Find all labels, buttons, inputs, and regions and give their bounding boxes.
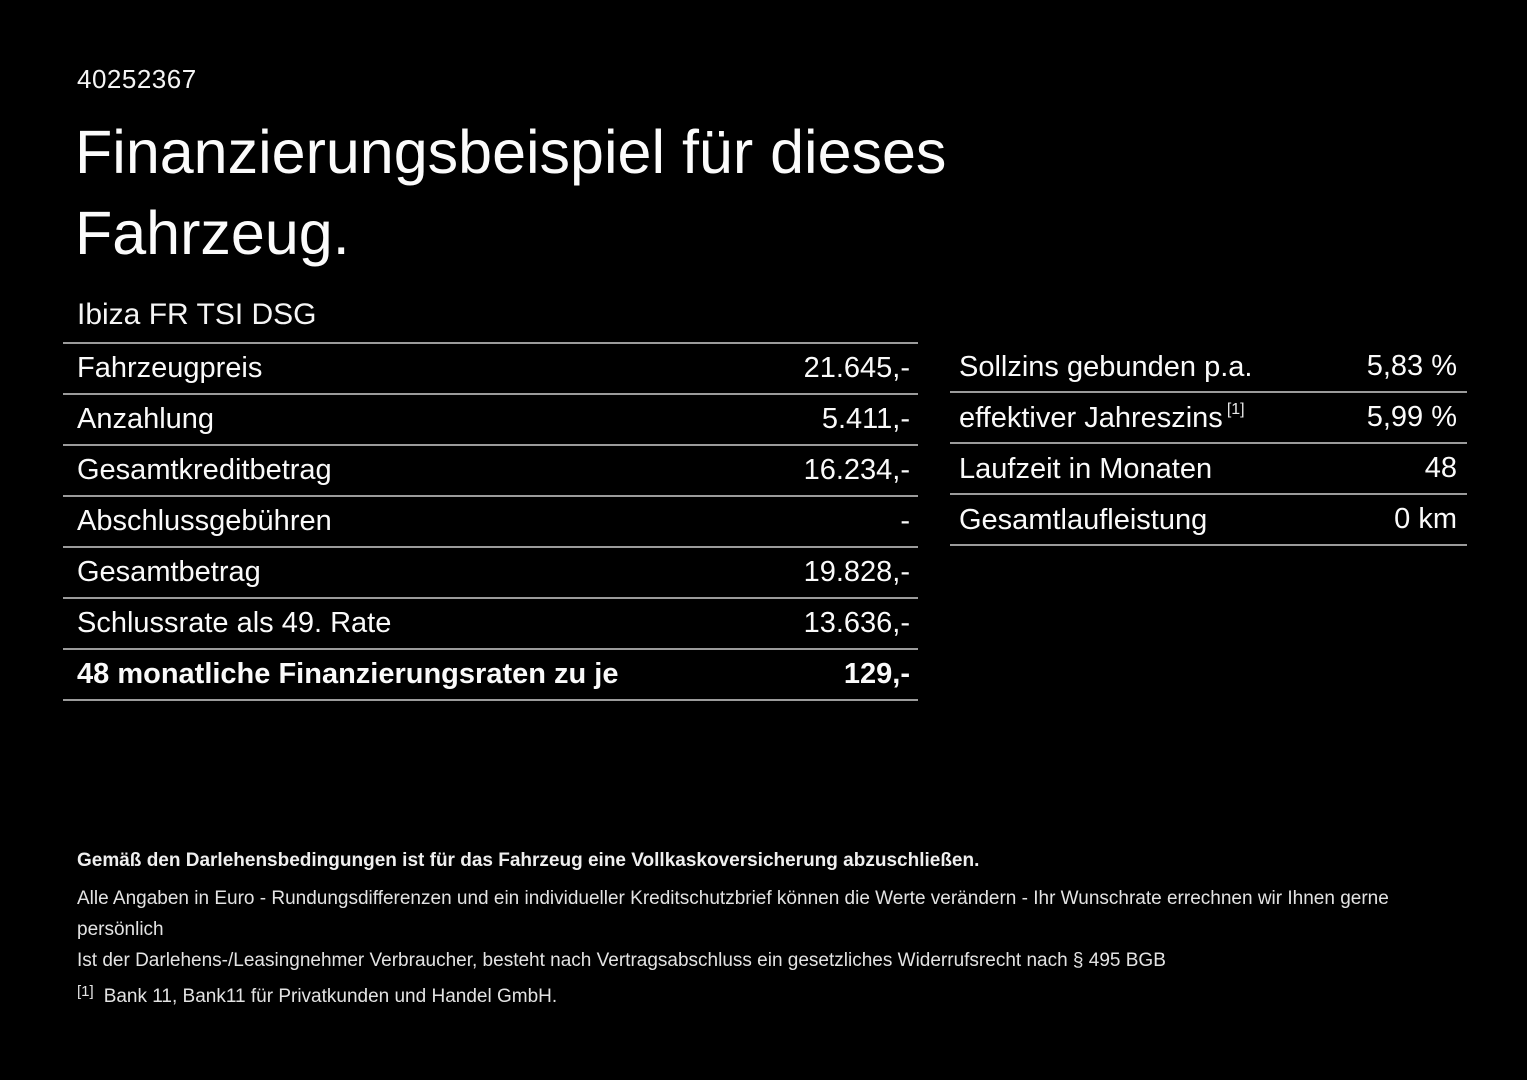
withdrawal-note: Ist der Darlehens-/Leasingnehmer Verbrau… [77, 950, 1166, 971]
row-label: effektiver Jahreszins [1] [959, 400, 1245, 434]
footnote-text: Bank 11, Bank11 für Privatkunden und Han… [103, 986, 558, 1007]
footnote-ref: [1] [1226, 400, 1245, 418]
row-label: Schlussrate als 49. Rate [77, 607, 392, 639]
row-value: 5,83 % [1366, 350, 1457, 382]
row-label: Laufzeit in Monaten [959, 452, 1213, 485]
page-title-line1: Finanzierungsbeispiel für dieses [75, 118, 947, 186]
finance-table: Fahrzeugpreis 21.645,- Anzahlung 5.411,-… [63, 342, 918, 701]
table-row-abschlussgebuehren: Abschlussgebühren - [63, 495, 918, 546]
footnote-marker: [1] [77, 983, 94, 1000]
offer-id: 40252367 [77, 64, 197, 94]
insurance-note: Gemäß den Darlehensbedingungen ist für d… [77, 850, 980, 871]
page-title: Finanzierungsbeispiel für dieses Fahrzeu… [75, 112, 946, 274]
table-row-anzahlung: Anzahlung 5.411,- [63, 393, 918, 444]
row-value: 0 km [1394, 503, 1457, 535]
table-row-gesamtlaufleistung: Gesamtlaufleistung 0 km [950, 495, 1467, 546]
row-value: - [900, 505, 910, 537]
row-label: Abschlussgebühren [77, 505, 332, 537]
row-value: 16.234,- [803, 454, 910, 486]
row-label: Gesamtkreditbetrag [77, 454, 332, 486]
row-value: 48 [1424, 452, 1457, 484]
row-value: 19.828,- [803, 556, 910, 588]
page-title-line2: Fahrzeug. [75, 199, 350, 267]
row-label: Fahrzeugpreis [77, 352, 263, 384]
vehicle-model: Ibiza FR TSI DSG [77, 298, 317, 331]
table-row-fahrzeugpreis: Fahrzeugpreis 21.645,- [63, 342, 918, 393]
row-value: 13.636,- [803, 607, 910, 639]
row-label: 48 monatliche Finanzierungsraten zu je [77, 658, 619, 690]
row-value: 5,99 % [1366, 401, 1457, 433]
fine-print-block: Gemäß den Darlehensbedingungen ist für d… [77, 850, 1477, 1012]
conditions-table: Sollzins gebunden p.a. 5,83 % effektiver… [950, 342, 1467, 546]
bank-footnote: [1] Bank 11, Bank11 für Privatkunden und … [77, 976, 1477, 1012]
row-label: Gesamtbetrag [77, 556, 261, 588]
row-value: 5.411,- [821, 403, 910, 435]
row-label: Sollzins gebunden p.a. [959, 350, 1253, 383]
table-row-schlussrate: Schlussrate als 49. Rate 13.636,- [63, 597, 918, 648]
table-row-effektiver-jahreszins: effektiver Jahreszins [1] 5,99 % [950, 393, 1467, 444]
row-value: 129,- [843, 658, 910, 690]
row-label: Anzahlung [77, 403, 215, 435]
table-row-sollzins: Sollzins gebunden p.a. 5,83 % [950, 342, 1467, 393]
row-value: 21.645,- [803, 352, 910, 384]
table-row-gesamtbetrag: Gesamtbetrag 19.828,- [63, 546, 918, 597]
table-row-monatsraten: 48 monatliche Finanzierungsraten zu je 1… [63, 648, 918, 699]
rounding-note: Alle Angaben in Euro - Rundungsdifferenz… [77, 888, 1389, 940]
table-row-laufzeit: Laufzeit in Monaten 48 [950, 444, 1467, 495]
table-row-gesamtkreditbetrag: Gesamtkreditbetrag 16.234,- [63, 444, 918, 495]
row-label: Gesamtlaufleistung [959, 503, 1208, 536]
